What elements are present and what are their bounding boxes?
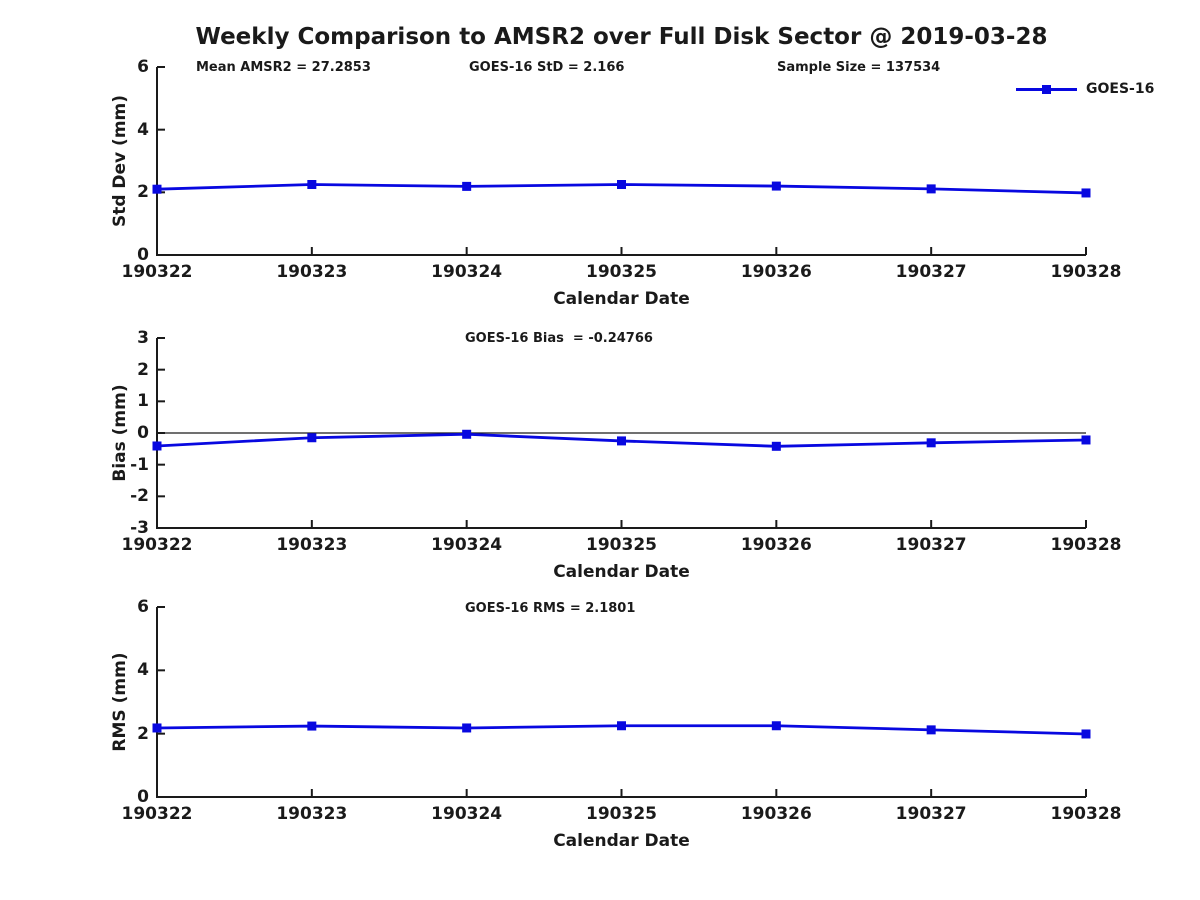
y-tick-label: -2 — [130, 486, 149, 507]
y-tick-label: 1 — [137, 391, 149, 412]
data-point-marker — [307, 721, 317, 731]
data-point-marker — [771, 181, 781, 191]
y-tick-label: 0 — [137, 423, 149, 443]
legend-marker-icon — [1042, 85, 1051, 94]
x-tick-label: 190322 — [121, 535, 193, 555]
x-tick-label: 190323 — [276, 262, 348, 282]
page-title: Weekly Comparison to AMSR2 over Full Dis… — [195, 24, 1048, 50]
y-tick-label: 4 — [137, 660, 149, 681]
x-tick-label: 190326 — [740, 262, 812, 282]
y-tick-label: 2 — [137, 359, 149, 380]
data-point-marker — [462, 429, 472, 439]
data-point-marker — [462, 723, 472, 733]
x-tick-label: 190326 — [740, 804, 812, 824]
y-tick-label: 4 — [137, 119, 149, 140]
x-axis-label-3: Calendar Date — [553, 831, 690, 851]
y-tick-label: 2 — [137, 182, 149, 203]
annotation-mean-amsr2: Mean AMSR2 = 27.2853 — [196, 60, 371, 75]
x-tick-label: 190324 — [431, 804, 503, 824]
data-point-marker — [152, 723, 162, 733]
data-point-marker — [617, 721, 626, 731]
annotation-goes16-bias: GOES-16 Bias = -0.24766 — [465, 331, 653, 346]
data-point-marker — [152, 184, 162, 194]
data-point-marker — [771, 441, 781, 451]
x-tick-label: 190327 — [895, 535, 967, 555]
x-tick-label: 190322 — [121, 262, 193, 282]
x-tick-label: 190326 — [740, 535, 812, 555]
y-tick-label: 2 — [137, 723, 149, 744]
y-tick-label: 0 — [137, 245, 149, 265]
y-tick-label: 3 — [137, 328, 149, 348]
y-tick-label: -1 — [130, 454, 149, 475]
x-tick-label: 190328 — [1050, 262, 1122, 282]
x-tick-label: 190322 — [121, 804, 193, 824]
annotation-goes16-rms: GOES-16 RMS = 2.1801 — [465, 601, 636, 616]
legend-label: GOES-16 — [1086, 81, 1155, 97]
y-tick-label: 6 — [137, 57, 149, 77]
data-point-marker — [771, 721, 781, 731]
y-tick-label: 6 — [137, 597, 149, 617]
x-tick-label: 190324 — [431, 262, 503, 282]
legend: GOES-16 — [1016, 80, 1156, 98]
annotation-goes16-std: GOES-16 StD = 2.166 — [469, 60, 625, 75]
x-tick-label: 190328 — [1050, 804, 1122, 824]
data-point-marker — [617, 180, 626, 189]
data-point-marker — [926, 725, 936, 735]
data-point-marker — [926, 184, 936, 194]
x-tick-label: 190327 — [895, 262, 967, 282]
data-point-marker — [307, 180, 317, 189]
x-tick-label: 190328 — [1050, 535, 1122, 555]
x-tick-label: 190325 — [586, 535, 657, 555]
x-tick-label: 190325 — [586, 262, 657, 282]
x-tick-label: 190323 — [276, 535, 348, 555]
data-point-marker — [1081, 435, 1091, 445]
x-tick-label: 190325 — [586, 804, 657, 824]
x-axis-label-1: Calendar Date — [553, 289, 690, 309]
y-axis-label-rms: RMS (mm) — [110, 652, 130, 752]
data-point-marker — [462, 181, 472, 191]
data-point-marker — [1081, 729, 1091, 739]
data-point-marker — [1081, 188, 1091, 198]
x-tick-label: 190327 — [895, 804, 967, 824]
data-point-marker — [307, 433, 317, 443]
x-axis-label-2: Calendar Date — [553, 562, 690, 582]
annotation-sample-size: Sample Size = 137534 — [777, 60, 941, 75]
data-point-marker — [617, 436, 626, 446]
y-tick-label: -3 — [130, 518, 149, 538]
x-tick-label: 190323 — [276, 804, 348, 824]
data-point-marker — [926, 438, 936, 448]
x-tick-label: 190324 — [431, 535, 503, 555]
data-point-marker — [152, 441, 162, 451]
y-tick-label: 0 — [137, 787, 149, 807]
